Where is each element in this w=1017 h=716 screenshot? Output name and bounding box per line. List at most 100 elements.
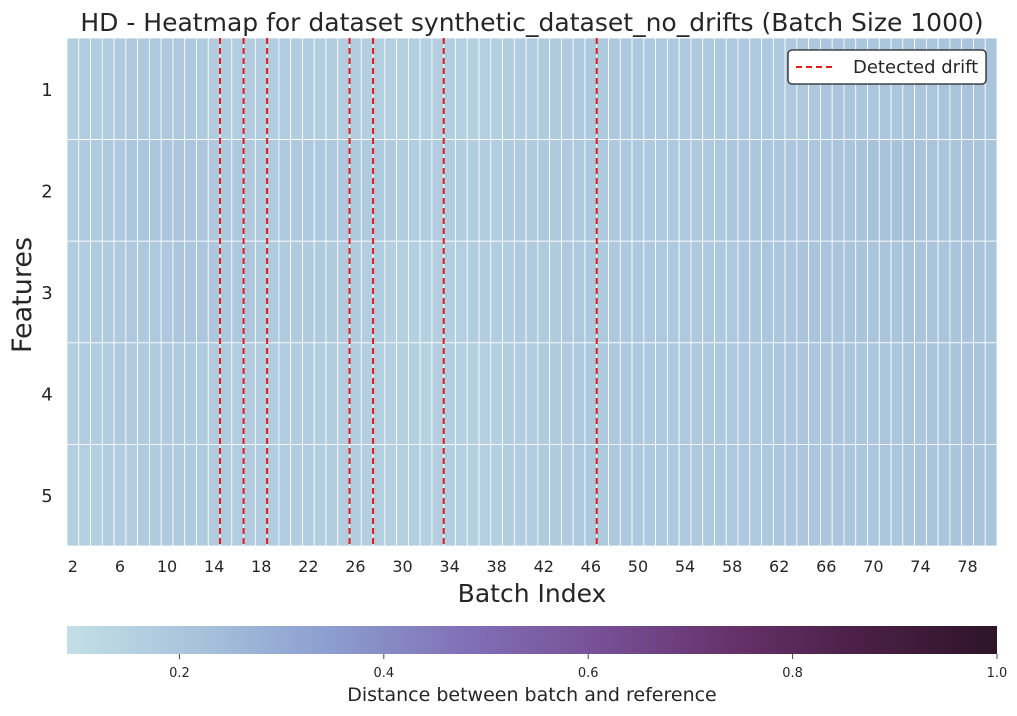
heatmap-cell [890, 342, 904, 445]
y-tick-label: 4 [41, 385, 52, 406]
heatmap-cell [290, 37, 303, 140]
heatmap-cell [808, 342, 821, 445]
heatmap-cell [219, 240, 233, 344]
x-axis-label: Batch Index [458, 579, 607, 608]
heatmap-cell [596, 139, 609, 242]
heatmap-cell [643, 240, 657, 344]
heatmap-cell [302, 240, 315, 344]
heatmap-cell [973, 139, 986, 242]
heatmap-cell [113, 240, 127, 344]
x-tick-label: 66 [816, 557, 836, 576]
heatmap-cell [525, 443, 539, 547]
heatmap-cell [690, 139, 704, 242]
heatmap-cell [66, 342, 80, 445]
heatmap-cell [125, 240, 139, 344]
heatmap-cell [231, 342, 244, 445]
heatmap-cell [372, 37, 386, 140]
heatmap-cell [266, 240, 280, 344]
legend: Detected drift [787, 49, 987, 85]
heatmap-cell [525, 139, 539, 242]
heatmap-cell [725, 240, 739, 344]
heatmap-cell [455, 240, 468, 344]
heatmap-cell [666, 443, 680, 547]
heatmap-cell [196, 443, 209, 547]
heatmap-cell [149, 139, 162, 242]
x-tick-label: 18 [251, 557, 271, 576]
heatmap-cell [655, 342, 668, 445]
heatmap-cell [702, 342, 715, 445]
x-tick-label: 50 [628, 557, 648, 576]
drift-lines [219, 38, 598, 546]
heatmap-cell [431, 240, 445, 344]
heatmap-cell [596, 342, 609, 445]
heatmap-cell [643, 443, 657, 547]
heatmap-cell [867, 443, 880, 547]
heatmap-cell [631, 443, 645, 547]
heatmap-cell [478, 37, 492, 140]
heatmap-cell [243, 240, 256, 344]
heatmap-cell [878, 240, 892, 344]
heatmap-cell [549, 139, 562, 242]
heatmap-cell [396, 139, 409, 242]
heatmap-cell [914, 443, 927, 547]
heatmap-cell [490, 443, 503, 547]
x-tick-label: 42 [534, 557, 554, 576]
heatmap-cell [831, 342, 845, 445]
heatmap-cell [455, 342, 468, 445]
heatmap-cell [278, 139, 292, 242]
heatmap-cell [643, 342, 657, 445]
heatmap-cell [855, 443, 868, 547]
heatmap-cell [678, 37, 692, 140]
heatmap-cell [513, 139, 527, 242]
heatmap-cell [466, 342, 480, 445]
heatmap-cell [984, 37, 998, 140]
heatmap-cell [690, 443, 704, 547]
heatmap-cell [737, 37, 751, 140]
heatmap-cell [572, 342, 586, 445]
heatmap-cell [878, 342, 892, 445]
heatmap-cell [878, 443, 892, 547]
heatmap-cell [372, 240, 386, 344]
heatmap-cell [266, 139, 280, 242]
heatmap-cell [243, 139, 256, 242]
heatmap-cell [820, 342, 833, 445]
heatmap-cell [631, 139, 645, 242]
heatmap-cell [549, 342, 562, 445]
heatmap-cell [549, 240, 562, 344]
heatmap-cell [925, 443, 939, 547]
heatmap-cell [360, 139, 374, 242]
heatmap-cell [349, 139, 362, 242]
heatmap-cell [513, 342, 527, 445]
heatmap-cell [490, 37, 503, 140]
heatmap-cell [302, 37, 315, 140]
heatmap-cell [419, 139, 433, 242]
heatmap-cell [914, 139, 927, 242]
heatmap-cell [702, 37, 715, 140]
heatmap-cell [396, 240, 409, 344]
x-tick-label: 78 [957, 557, 977, 576]
heatmap-cell [878, 139, 892, 242]
heatmap-cell [231, 443, 244, 547]
x-tick-label: 46 [581, 557, 601, 576]
heatmap-cell [90, 139, 103, 242]
heatmap-cell [137, 139, 150, 242]
heatmap-cell [160, 139, 174, 242]
heatmap-cell [925, 240, 939, 344]
heatmap-cell [325, 443, 339, 547]
heatmap-cell [867, 240, 880, 344]
heatmap-cell [184, 139, 197, 242]
legend-label: Detected drift [853, 57, 978, 78]
heatmap-cell [973, 443, 986, 547]
y-tick-label: 5 [41, 486, 52, 507]
y-tick-label: 1 [41, 80, 52, 101]
heatmap-cell [937, 342, 951, 445]
heatmap-cell [149, 240, 162, 344]
heatmap-cell [784, 139, 798, 242]
heatmap-cell [254, 139, 268, 242]
heatmap-cell [78, 240, 91, 344]
heatmap-cell [984, 443, 998, 547]
heatmap-cell [231, 37, 244, 140]
heatmap-cell [549, 443, 562, 547]
heatmap-cell [525, 342, 539, 445]
heatmap-cell [78, 139, 91, 242]
